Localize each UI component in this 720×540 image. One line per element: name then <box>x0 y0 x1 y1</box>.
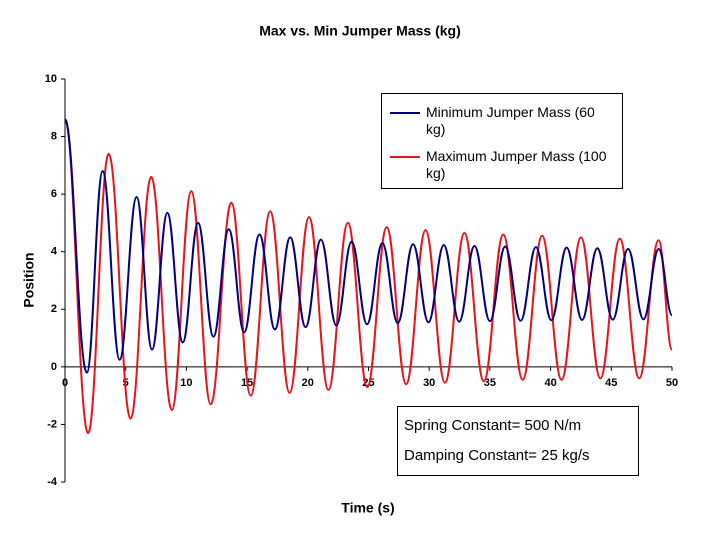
y-axis-label: Position <box>21 252 37 307</box>
annotation: Damping Constant= 25 kg/s <box>404 447 590 464</box>
x-tick-label: 45 <box>605 377 617 389</box>
x-tick-label: 35 <box>484 377 496 389</box>
y-tick-label: 6 <box>51 188 57 200</box>
x-tick-label: 40 <box>544 377 556 389</box>
x-tick-label: 0 <box>62 377 68 389</box>
y-tick-label: 8 <box>51 130 57 142</box>
y-tick-label: 2 <box>51 303 57 315</box>
legend-label: Minimum Jumper Mass (60 kg) <box>426 104 595 137</box>
y-tick-label: 10 <box>45 73 57 85</box>
legend-item: Minimum Jumper Mass (60 kg) <box>390 104 616 138</box>
y-tick-label: -4 <box>47 476 58 488</box>
x-axis-label: Time (s) <box>341 500 394 516</box>
legend-item: Maximum Jumper Mass (100 kg) <box>390 148 616 182</box>
legend-swatch <box>390 112 420 114</box>
annotation: Spring Constant= 500 N/m <box>404 417 582 434</box>
x-tick-label: 50 <box>666 377 678 389</box>
legend-label: Maximum Jumper Mass (100 kg) <box>426 148 607 181</box>
x-tick-label: 30 <box>423 377 435 389</box>
chart-title: Max vs. Min Jumper Mass (kg) <box>259 23 461 39</box>
legend-swatch <box>390 156 420 158</box>
x-tick-label: 20 <box>302 377 314 389</box>
y-tick-label: 0 <box>51 361 57 373</box>
annotation-box: Spring Constant= 500 N/m Damping Constan… <box>397 406 639 476</box>
series-line <box>64 118 673 374</box>
y-tick-label: 4 <box>51 246 58 258</box>
y-tick-label: -2 <box>47 418 57 430</box>
legend: Minimum Jumper Mass (60 kg) Maximum Jump… <box>381 93 623 189</box>
x-tick-label: 10 <box>180 377 192 389</box>
